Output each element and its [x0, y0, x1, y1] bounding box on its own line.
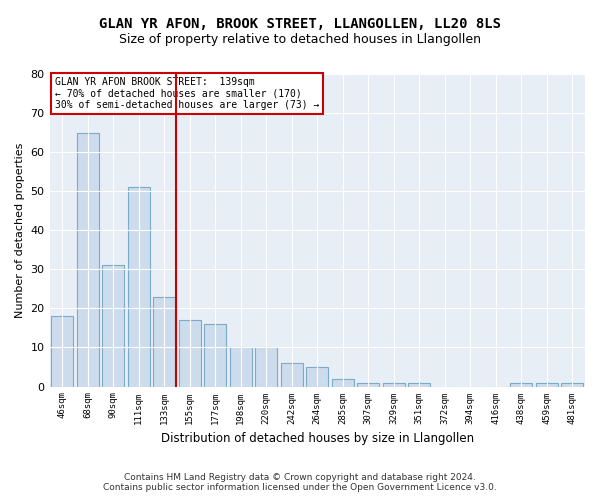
Bar — [256, 348, 277, 387]
Bar — [230, 348, 251, 387]
Bar — [77, 132, 98, 386]
Text: Contains HM Land Registry data © Crown copyright and database right 2024.
Contai: Contains HM Land Registry data © Crown c… — [103, 473, 497, 492]
Bar — [154, 296, 175, 386]
Bar — [409, 382, 430, 386]
Y-axis label: Number of detached properties: Number of detached properties — [15, 142, 25, 318]
Bar — [307, 367, 328, 386]
Bar — [511, 382, 532, 386]
Bar — [128, 188, 149, 386]
Bar — [52, 316, 73, 386]
Bar — [383, 382, 404, 386]
Bar — [179, 320, 200, 386]
Bar — [281, 363, 302, 386]
Bar — [103, 266, 124, 386]
Bar — [536, 382, 557, 386]
Bar — [205, 324, 226, 386]
Text: Size of property relative to detached houses in Llangollen: Size of property relative to detached ho… — [119, 32, 481, 46]
Text: GLAN YR AFON BROOK STREET:  139sqm
← 70% of detached houses are smaller (170)
30: GLAN YR AFON BROOK STREET: 139sqm ← 70% … — [55, 77, 319, 110]
Bar — [332, 378, 353, 386]
X-axis label: Distribution of detached houses by size in Llangollen: Distribution of detached houses by size … — [161, 432, 474, 445]
Bar — [562, 382, 583, 386]
Text: GLAN YR AFON, BROOK STREET, LLANGOLLEN, LL20 8LS: GLAN YR AFON, BROOK STREET, LLANGOLLEN, … — [99, 18, 501, 32]
Bar — [358, 382, 379, 386]
